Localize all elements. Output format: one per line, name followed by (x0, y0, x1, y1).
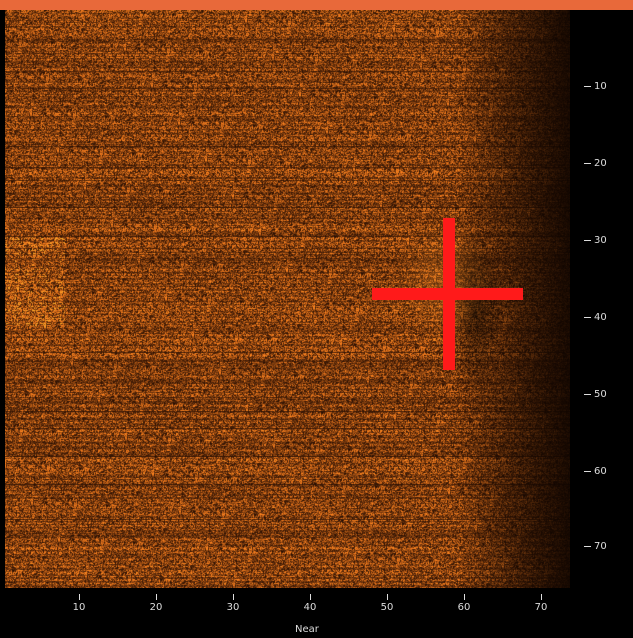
x-tick: 20 (141, 594, 171, 614)
x-tick: 70 (526, 594, 556, 614)
x-tick: 60 (449, 594, 479, 614)
x-tick: 30 (218, 594, 248, 614)
y-tick: 70 (584, 541, 607, 553)
top-accent-bar (0, 0, 633, 10)
x-tick-label: 10 (72, 602, 86, 613)
y-tick-label: 40 (594, 312, 607, 323)
y-tick: 10 (584, 81, 607, 93)
y-tick: 50 (584, 389, 607, 401)
x-axis-label: Near (295, 624, 319, 635)
y-tick-label: 30 (594, 235, 607, 246)
crosshair-marker-vertical[interactable] (443, 218, 455, 370)
y-tick-label: 60 (594, 466, 607, 477)
x-tick: 40 (295, 594, 325, 614)
x-tick-label: 30 (226, 602, 240, 613)
x-tick-label: 20 (149, 602, 163, 613)
y-tick: 60 (584, 466, 607, 478)
x-tick: 10 (64, 594, 94, 614)
y-tick-label: 70 (594, 541, 607, 552)
y-tick: 30 (584, 235, 607, 247)
x-tick-label: 60 (457, 602, 471, 613)
x-tick-label: 50 (380, 602, 394, 613)
x-tick-label: 70 (534, 602, 548, 613)
x-tick: 50 (372, 594, 402, 614)
y-tick-label: 20 (594, 158, 607, 169)
y-tick-label: 10 (594, 81, 607, 92)
y-tick: 40 (584, 312, 607, 324)
y-tick-label: 50 (594, 389, 607, 400)
y-tick: 20 (584, 158, 607, 170)
x-tick-label: 40 (303, 602, 317, 613)
